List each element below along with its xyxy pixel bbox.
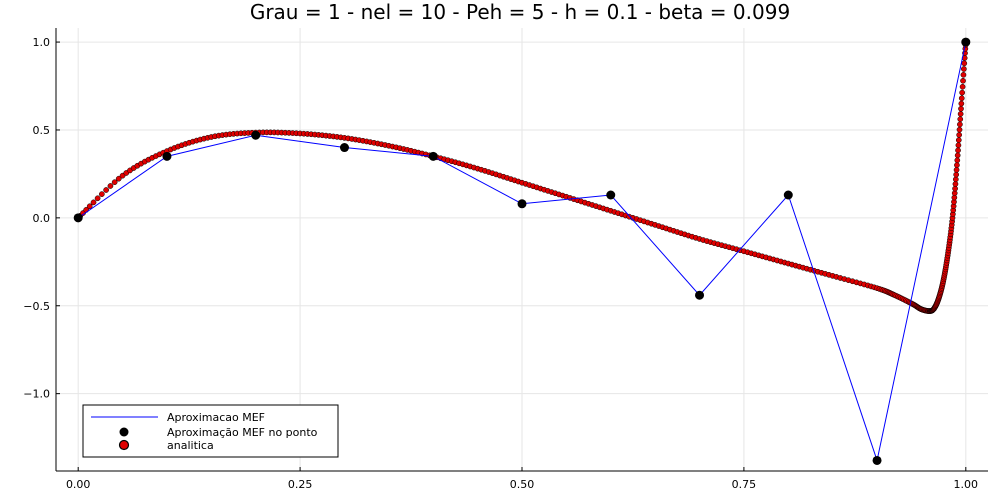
x-tick-label: 0.50 — [510, 478, 535, 491]
analitica-point — [960, 71, 967, 78]
analitica-point — [954, 162, 960, 168]
mef-point — [73, 213, 83, 223]
mef-point — [428, 151, 438, 161]
analitica-point — [107, 183, 114, 189]
analitica-point — [958, 100, 965, 107]
analitica-point — [86, 203, 93, 210]
analitica-point — [959, 83, 966, 90]
mef-point — [606, 190, 616, 200]
analitica-point — [952, 176, 959, 183]
grid-layer — [56, 28, 988, 471]
mef-point — [961, 37, 971, 47]
analitica-point — [103, 187, 109, 193]
mef-point — [695, 290, 705, 300]
y-tick-label: −1.0 — [23, 388, 50, 401]
analitica-point — [952, 181, 959, 187]
legend-label: analitica — [167, 439, 214, 452]
chart-title: Grau = 1 - nel = 10 - Peh = 5 - h = 0.1 … — [250, 0, 790, 24]
analitica-point — [115, 175, 122, 182]
analitica-point — [954, 157, 961, 164]
y-tick-label: 0.5 — [33, 124, 51, 137]
analitica-point — [954, 152, 961, 159]
analitica-point — [958, 95, 965, 102]
mef-point — [251, 130, 261, 140]
analitica-point — [94, 195, 101, 202]
mef-point — [872, 455, 882, 465]
analitica-point — [90, 199, 97, 206]
analitica-point — [953, 167, 960, 173]
analitica-point — [98, 191, 105, 197]
analitica-point — [955, 147, 961, 154]
legend-swatch-red-dot — [118, 439, 130, 451]
analitica-point — [956, 132, 963, 138]
y-tick-label: −0.5 — [23, 300, 50, 313]
analitica-point — [960, 77, 966, 84]
x-tick-label: 0.25 — [288, 478, 313, 491]
analitica-point — [955, 137, 962, 143]
legend-swatch-black-dot — [119, 427, 129, 437]
series-aproximacao-mef-no-ponto — [73, 37, 971, 465]
x-tick-label: 0.75 — [732, 478, 757, 491]
mef-point — [162, 151, 172, 161]
legend: Aproximacao MEF Aproximação MEF no pontoa… — [82, 404, 339, 458]
analitica-point — [961, 66, 967, 72]
analitica-point — [111, 179, 118, 186]
analitica-point — [958, 105, 964, 112]
axes-layer: 0.00 0.25 0.50 0.75 1.00 1.0 0.5 0.0 −0.5 −1.0 — [23, 28, 988, 491]
analitica-point — [956, 126, 963, 133]
x-tick-label: 1.00 — [954, 478, 979, 491]
legend-label: Aproximacao MEF — [167, 411, 265, 424]
mef-point — [339, 143, 349, 153]
analitica-point — [959, 89, 966, 96]
series-layer — [73, 37, 971, 465]
y-tick-label: 1.0 — [33, 36, 51, 49]
mef-point — [783, 190, 793, 200]
analitica-point — [957, 116, 964, 123]
analitica-point — [957, 121, 963, 128]
y-tick-label: 0.0 — [33, 212, 51, 225]
analitica-point — [961, 60, 968, 67]
analitica-point — [957, 111, 964, 117]
series-analitica — [75, 39, 969, 314]
x-tick-label: 0.00 — [66, 478, 91, 491]
analitica-point — [953, 171, 960, 178]
legend-label: Aproximação MEF no ponto — [167, 426, 318, 439]
mef-point — [517, 199, 527, 209]
analitica-point — [955, 142, 962, 149]
